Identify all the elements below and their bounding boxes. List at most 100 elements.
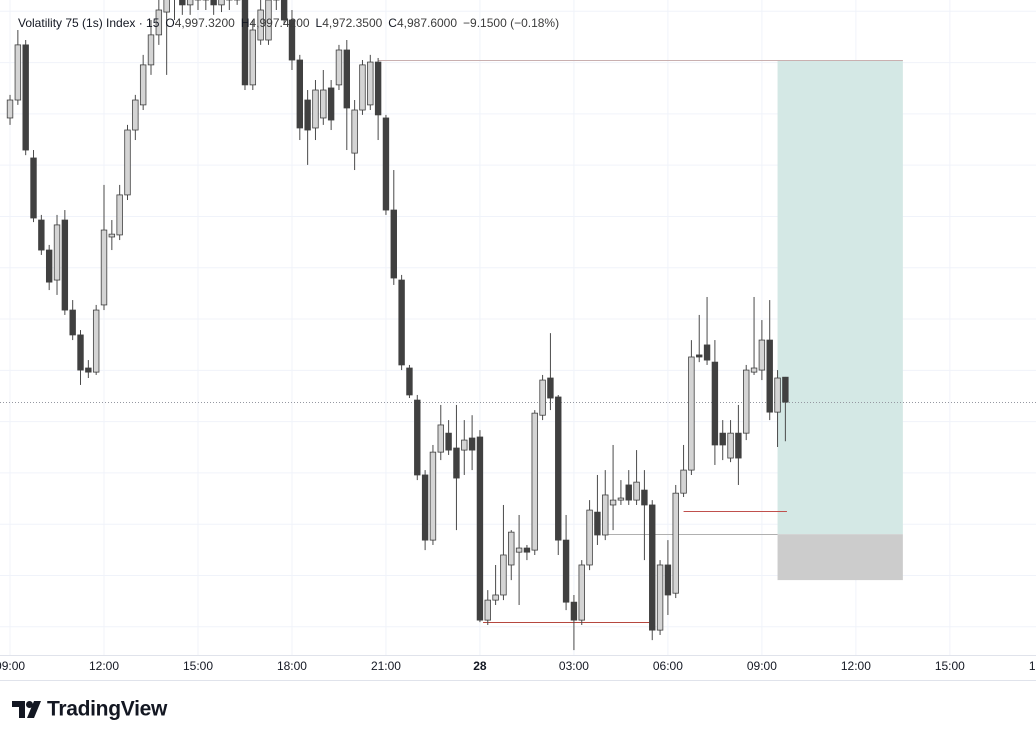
- candle-body: [727, 432, 734, 459]
- candle-body: [179, 0, 186, 6]
- candle-body: [602, 494, 609, 536]
- candle-body: [539, 379, 546, 416]
- x-tick-label: 09:00: [0, 659, 25, 673]
- candle-body: [320, 89, 327, 119]
- drawing-layer: [0, 60, 1036, 623]
- candle-body: [14, 44, 22, 101]
- symbol-title: Volatility 75 (1s) Index · 15: [18, 16, 160, 30]
- chart-legend: Volatility 75 (1s) Index · 15 O4,997.3200…: [18, 16, 559, 30]
- candle-body: [45, 249, 53, 283]
- candle-body: [92, 309, 100, 373]
- legend-key: O: [165, 16, 174, 30]
- legend-key: L: [316, 16, 323, 30]
- candle-body: [124, 129, 131, 196]
- brand-logo: TradingView: [12, 698, 168, 721]
- candle-layer: [6, 0, 789, 651]
- candle-body: [343, 49, 350, 109]
- candle-body: [782, 376, 789, 403]
- candle-body: [633, 481, 640, 501]
- candle-body: [562, 539, 570, 603]
- candle-body: [382, 117, 390, 211]
- candle-body: [280, 0, 288, 21]
- candle-body: [351, 109, 358, 154]
- candle-body: [774, 377, 781, 413]
- candle-body: [218, 0, 225, 6]
- candle-body: [735, 432, 742, 459]
- candle-body: [421, 474, 429, 541]
- candle-body: [766, 339, 773, 413]
- candle-body: [649, 504, 656, 631]
- candle-body: [359, 64, 366, 111]
- logo-slash: [27, 701, 41, 718]
- candle-body: [327, 87, 335, 121]
- candle-body: [476, 436, 484, 621]
- candle-body: [155, 9, 163, 36]
- candle-body: [77, 334, 84, 371]
- candle-body: [210, 0, 217, 6]
- candle-body: [296, 59, 304, 129]
- legend-key: H: [241, 16, 250, 30]
- candle-body: [711, 361, 719, 446]
- candle-body: [414, 399, 421, 476]
- legend-key: C: [388, 16, 397, 30]
- candle-body: [265, 0, 272, 41]
- candle-body: [656, 564, 664, 631]
- candle-body: [719, 432, 726, 446]
- candle-body: [750, 367, 758, 373]
- legend-value: 4,987.6000: [397, 16, 457, 30]
- x-tick-label: 28: [473, 659, 487, 673]
- candle-body: [288, 19, 296, 61]
- stop-zone: [777, 534, 903, 581]
- x-tick-label: 06:00: [653, 659, 683, 673]
- candle-body: [390, 209, 397, 279]
- candle-body: [398, 279, 405, 366]
- candle-body: [367, 61, 374, 106]
- x-tick-label: 21:00: [371, 659, 401, 673]
- candle-body: [609, 499, 617, 506]
- candle-body: [312, 89, 319, 129]
- candle-body: [484, 599, 491, 621]
- x-tick-label: 12:00: [841, 659, 871, 673]
- candle-body: [445, 432, 452, 451]
- x-tick-label: 15:00: [183, 659, 213, 673]
- candle-body: [594, 511, 601, 536]
- x-tick-label: 15:00: [935, 659, 965, 673]
- candle-body: [38, 219, 45, 251]
- candle-body: [680, 469, 687, 494]
- candle-body: [500, 554, 507, 596]
- candle-body: [85, 367, 92, 373]
- candle-body: [241, 0, 249, 86]
- target-zone: [777, 60, 903, 535]
- candle-body: [257, 9, 264, 41]
- x-tick-label: 18:00: [277, 659, 307, 673]
- candle-body: [468, 437, 476, 451]
- candle-body: [508, 531, 515, 566]
- legend-value: 4,972.3500: [322, 16, 382, 30]
- candle-body: [555, 396, 562, 541]
- candle-body: [570, 601, 578, 621]
- candle-body: [304, 99, 311, 131]
- candle-body: [69, 309, 76, 336]
- candle-body: [743, 369, 750, 434]
- candle-body: [6, 99, 14, 119]
- candle-body: [664, 564, 672, 596]
- candle-body: [688, 356, 695, 471]
- candle-body: [453, 447, 460, 479]
- candle-body: [703, 344, 711, 361]
- candle-body: [617, 497, 625, 501]
- legend-value: 4,997.4200: [249, 16, 309, 30]
- candle-body: [578, 564, 585, 621]
- candle-body: [132, 99, 139, 131]
- candle-body: [335, 49, 343, 86]
- candle-body: [492, 594, 499, 601]
- candle-body: [53, 224, 61, 281]
- candle-body: [100, 229, 108, 306]
- candle-body: [406, 367, 413, 396]
- candle-body: [374, 61, 382, 116]
- candle-body: [523, 547, 531, 553]
- x-tick-label: 12:00: [89, 659, 119, 673]
- candle-body: [61, 219, 69, 311]
- candle-body: [116, 194, 123, 236]
